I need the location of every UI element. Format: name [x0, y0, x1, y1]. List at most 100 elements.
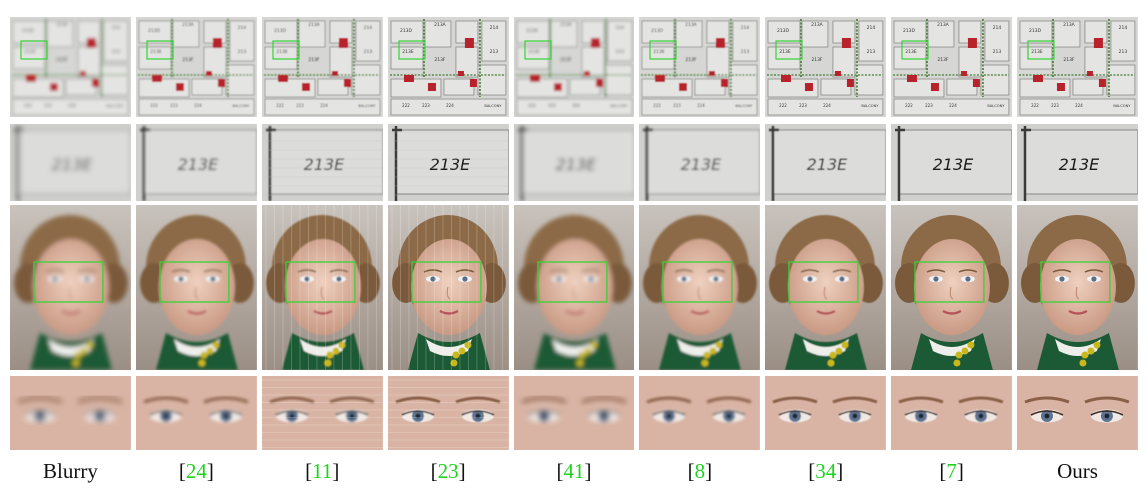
eyes-crop-panel-m11: [261, 376, 383, 450]
citation-number[interactable]: 24: [185, 459, 207, 483]
text-crop-panel-m7: 213E: [891, 124, 1013, 201]
floorplan-panel-image: 213D 213A 214 213E 213F 213 222 223 224 BALCONY: [765, 17, 887, 117]
floorplan-row: 213D 213A 214 213E 213F 213 222 223 224 BALCONY 21…: [10, 17, 1139, 117]
face-panel-image: [1017, 205, 1139, 370]
highlight-box: [146, 40, 174, 60]
room-label: 213F: [560, 57, 572, 63]
room-number: 213E: [52, 155, 93, 174]
eyes-crop-panel-m23: [387, 376, 509, 450]
column-label-ours: Ours: [1057, 459, 1098, 483]
room-label: 222: [1031, 103, 1039, 108]
room-label: 213F: [812, 57, 824, 63]
room-label: 224: [446, 103, 454, 108]
room-label: 213D: [22, 28, 35, 34]
room-label: 213: [238, 49, 247, 55]
column-label-m41: [41]: [556, 459, 592, 483]
room-label: 224: [698, 103, 706, 108]
floorplan-panel-m11: 213D 213A 214 213E 213F 213 222 223 224 BALCONY: [261, 17, 383, 117]
highlight-box: [411, 261, 482, 303]
room-number: 213E: [555, 155, 596, 174]
eyes-crop-panel-m8: [639, 376, 761, 450]
face-panel-image: [387, 205, 509, 370]
room-label: 213E: [1031, 49, 1043, 55]
eyes-crop-panel-image: [387, 376, 509, 450]
room-label: 223: [674, 103, 682, 108]
text-crop-panel-m8: 213E: [639, 124, 761, 201]
text-crop-panel-m11: 213E: [261, 124, 383, 201]
citation-number[interactable]: 41: [563, 459, 585, 483]
room-label: 222: [150, 103, 158, 108]
room-label: BALCONY: [862, 104, 880, 108]
room-label: 213E: [654, 49, 666, 55]
room-label: BALCONY: [988, 104, 1006, 108]
room-label: 214: [741, 25, 750, 31]
room-label: 224: [949, 103, 957, 108]
room-label: 223: [925, 103, 933, 108]
highlight-box: [159, 261, 230, 303]
room-label: 214: [238, 25, 247, 31]
text-crop-panel-image: 213E: [135, 124, 257, 201]
highlight-box: [523, 40, 552, 60]
room-label: 213F: [182, 57, 194, 63]
floorplan-panel-m23: 213D 213A 214 213E 213F 213 222 223 224 BALCONY: [387, 17, 509, 117]
eyes-crop-panel-image: [513, 376, 635, 450]
column-label-m23: [23]: [430, 459, 466, 483]
room-label: BALCONY: [232, 104, 250, 108]
room-label: 213: [993, 49, 1002, 55]
room-label: 213D: [903, 28, 916, 34]
room-number: 213E: [429, 155, 470, 174]
room-label: 214: [1119, 25, 1128, 31]
room-label: 224: [320, 103, 328, 108]
room-label: 213F: [56, 57, 68, 63]
citation-number[interactable]: 8: [694, 459, 706, 483]
room-label: 213D: [400, 28, 413, 34]
room-label: 213D: [651, 28, 664, 34]
eyes-crop-panel-image: [135, 376, 257, 450]
eyes-crop-panel-m34: [765, 376, 887, 450]
floorplan-panel-image: 213D 213A 214 213E 213F 213 222 223 224 BALCONY: [261, 17, 383, 117]
room-label: 222: [905, 103, 913, 108]
floorplan-panel-image: 213D 213A 214 213E 213F 213 222 223 224 BALCONY: [513, 17, 635, 117]
citation-number[interactable]: 11: [312, 459, 333, 483]
citation-number[interactable]: 7: [946, 459, 957, 483]
floorplan-panel-image: 213D 213A 214 213E 213F 213 222 223 224 BALCONY: [1017, 17, 1139, 117]
room-number: 213E: [933, 155, 974, 174]
room-label: 213D: [777, 28, 790, 34]
room-label: 213F: [434, 57, 446, 63]
room-label: 213E: [24, 49, 36, 55]
text-crop-panel-image: 213E: [261, 124, 383, 201]
face-panel-image: [639, 205, 761, 370]
room-number: 213E: [1059, 155, 1100, 174]
citation-number[interactable]: 23: [437, 459, 459, 483]
column-label-m8: [8]: [687, 459, 713, 483]
room-label: 213: [1119, 49, 1128, 55]
highlight-box: [536, 261, 608, 303]
floorplan-panel-image: 213D 213A 214 213E 213F 213 222 223 224 BALCONY: [387, 17, 509, 117]
room-label: 224: [68, 103, 76, 108]
text-crop-panel-image: 213E: [10, 124, 131, 201]
floorplan-crop-row: 213E 213E 213E 213E 213E 213E 213E 213E 213E: [10, 124, 1139, 201]
text-crop-panel-blurry: 213E: [10, 124, 131, 201]
room-label: 213E: [906, 49, 918, 55]
room-label: 213E: [150, 49, 162, 55]
text-crop-panel-image: 213E: [513, 124, 635, 201]
room-label: 213A: [560, 22, 573, 28]
room-label: 213F: [1064, 57, 1076, 63]
room-label: 214: [489, 25, 498, 31]
face-panel-blurry: [10, 205, 131, 370]
face-panel-ours: [1017, 205, 1139, 370]
citation-number[interactable]: 34: [815, 459, 837, 483]
text-crop-panel-image: 213E: [891, 124, 1013, 201]
face-panel-m24: [135, 205, 257, 370]
text-crop-panel-image: 213E: [639, 124, 761, 201]
face-panel-m11: [261, 205, 383, 370]
room-number: 213E: [681, 155, 722, 174]
room-label: 213E: [276, 49, 288, 55]
face-panel-m41: [513, 205, 635, 370]
eyes-crop-panel-image: [10, 376, 131, 450]
face-panel-m8: [639, 205, 761, 370]
eyes-crop-panel-image: [639, 376, 761, 450]
face-panel-image: [135, 205, 257, 370]
room-label: 213A: [811, 22, 824, 28]
highlight-box: [914, 261, 985, 303]
